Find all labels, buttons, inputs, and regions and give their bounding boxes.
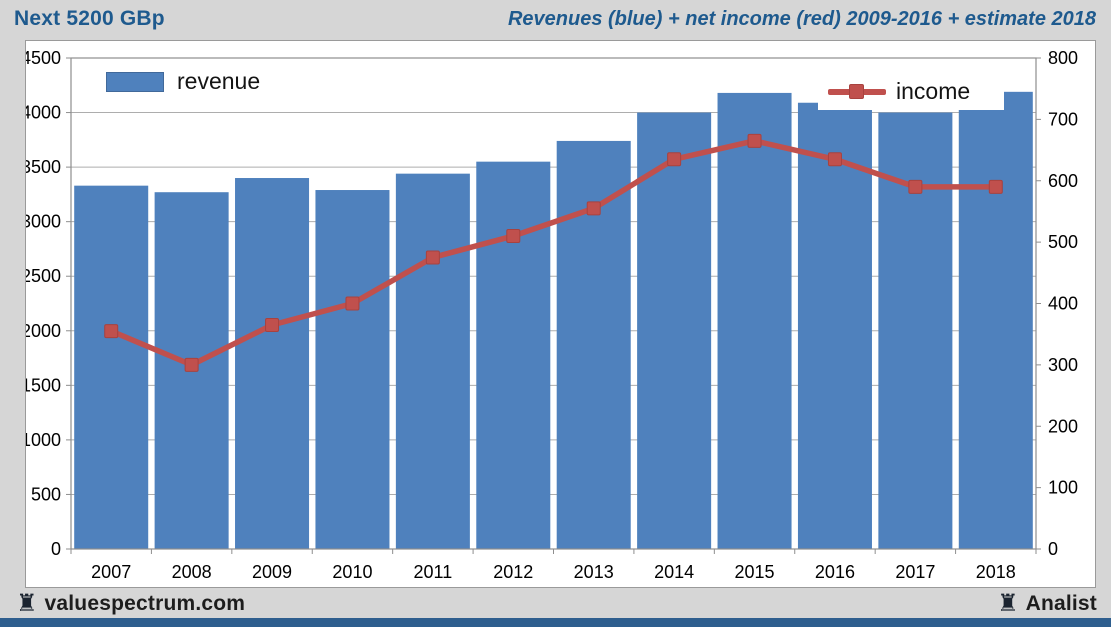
income-point-2008 xyxy=(184,357,199,372)
right-axis-label: 800 xyxy=(1048,48,1078,68)
bottom-accent-bar xyxy=(0,618,1111,627)
income-point-2014 xyxy=(667,152,682,167)
left-axis-label: 1000 xyxy=(26,430,61,450)
valuespectrum-label: valuespectrum.com xyxy=(44,592,246,615)
x-axis-label: 2007 xyxy=(91,562,131,582)
revenue-swatch-icon xyxy=(106,71,164,92)
left-axis-label: 0 xyxy=(51,539,61,559)
income-point-2007 xyxy=(104,324,119,339)
x-axis-label: 2015 xyxy=(735,562,775,582)
income-point-2013 xyxy=(586,201,601,216)
bar-2015 xyxy=(717,92,792,549)
legend-income-label: income xyxy=(896,77,971,104)
income-point-2016 xyxy=(827,152,842,167)
x-axis-label: 2012 xyxy=(493,562,533,582)
left-axis-label: 3500 xyxy=(26,157,61,177)
right-axis-label: 600 xyxy=(1048,171,1078,191)
left-axis-label: 500 xyxy=(31,484,61,504)
right-axis-label: 200 xyxy=(1048,416,1078,436)
left-axis-label: 1500 xyxy=(26,375,61,395)
right-axis-label: 300 xyxy=(1048,355,1078,375)
bar-2007 xyxy=(74,185,149,549)
bar-2011 xyxy=(395,173,470,549)
left-axis-label: 3000 xyxy=(26,212,61,232)
rook-icon: ♜ xyxy=(16,589,38,617)
analist-label: Analist xyxy=(1025,592,1097,615)
right-axis-label: 0 xyxy=(1048,539,1058,559)
income-point-2015 xyxy=(747,133,762,148)
x-axis-label: 2010 xyxy=(332,562,372,582)
bar-2014 xyxy=(637,112,712,550)
legend-revenue-label: revenue xyxy=(177,68,261,94)
legend-income: income xyxy=(818,72,1004,110)
instrument-title: Next 5200 GBp xyxy=(14,7,165,30)
x-axis-label: 2014 xyxy=(654,562,694,582)
income-point-2010 xyxy=(345,296,360,311)
right-axis-label: 700 xyxy=(1048,109,1078,129)
right-axis-label: 500 xyxy=(1048,232,1078,252)
footer-right-brand: ♜ Analist xyxy=(997,589,1097,617)
left-axis-label: 4500 xyxy=(26,48,61,68)
x-axis-label: 2016 xyxy=(815,562,855,582)
income-point-2009 xyxy=(265,317,280,332)
left-axis-label: 4000 xyxy=(26,103,61,123)
bar-2016 xyxy=(797,102,872,550)
income-point-2017 xyxy=(908,179,923,194)
x-axis-label: 2018 xyxy=(976,562,1016,582)
x-axis-label: 2013 xyxy=(574,562,614,582)
x-axis-label: 2009 xyxy=(252,562,292,582)
legend-revenue: revenue xyxy=(106,70,260,93)
right-axis-label: 100 xyxy=(1048,478,1078,498)
bar-2010 xyxy=(315,190,390,549)
footer: ♜ valuespectrum.com ♜ Analist xyxy=(0,590,1111,618)
income-line-marker-icon xyxy=(828,83,886,100)
income-line xyxy=(110,138,996,368)
bar-2018 xyxy=(958,91,1033,549)
income-point-2012 xyxy=(506,228,521,243)
chart-canvas: 0 500 1000 1500 2000 2500 3000 3500 4000 4500 0 100… xyxy=(26,48,1078,582)
chart-card: 0 500 1000 1500 2000 2500 3000 3500 4000 4500 0 100… xyxy=(25,40,1096,588)
rook-icon: ♜ xyxy=(997,589,1019,617)
header: Next 5200 GBp Revenues (blue) + net inco… xyxy=(0,0,1111,38)
left-axis-label: 2000 xyxy=(26,321,61,341)
left-axis-label: 2500 xyxy=(26,266,61,286)
x-axis-label: 2017 xyxy=(895,562,935,582)
footer-left-brand: ♜ valuespectrum.com xyxy=(16,589,246,617)
income-point-2018 xyxy=(988,179,1003,194)
x-axis-label: 2011 xyxy=(414,562,453,582)
chart-title: Revenues (blue) + net income (red) 2009-… xyxy=(507,7,1096,30)
bar-2012 xyxy=(476,161,551,549)
x-axis-label: 2008 xyxy=(172,562,212,582)
right-axis-label: 400 xyxy=(1048,294,1078,314)
bar-2009 xyxy=(235,178,310,549)
income-point-2011 xyxy=(425,250,440,265)
